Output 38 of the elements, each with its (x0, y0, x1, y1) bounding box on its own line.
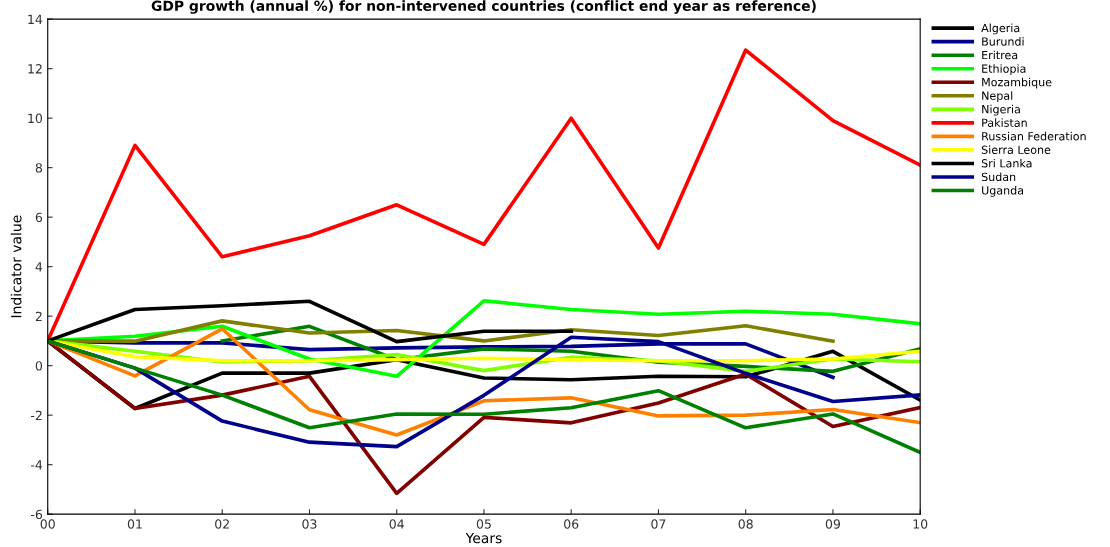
x-tick-label: 07 (651, 519, 666, 529)
y-tick-label: 10 (28, 113, 43, 124)
y-tick-label: 14 (28, 14, 43, 24)
x-tick-label: 03 (302, 519, 317, 529)
legend-label: Burundi (982, 37, 1024, 46)
legend-label: Nepal (982, 91, 1013, 102)
x-tick-label: 09 (825, 519, 841, 529)
y-tick-label: 12 (28, 64, 42, 74)
x-tick-label: 06 (564, 519, 579, 529)
legend-label: Sudan (981, 172, 1016, 182)
legend-label: Ethiopia (982, 64, 1026, 75)
legend-label: Eritrea (982, 50, 1018, 60)
y-axis-title: Indicator value (10, 215, 22, 318)
y-tick-label: 4 (35, 262, 43, 272)
y-tick-label: 6 (35, 212, 43, 223)
x-tick-label: 01 (127, 519, 142, 529)
legend-label: Algeria (981, 23, 1020, 35)
y-tick-label: -4 (31, 460, 43, 470)
x-tick-label: 04 (389, 519, 404, 529)
x-tick-label: 00 (40, 519, 55, 529)
legend-label: Sierra Leone (981, 145, 1051, 154)
y-tick-label: 2 (35, 311, 42, 321)
y-tick-label: 0 (35, 361, 43, 371)
y-tick-label: -6 (31, 509, 43, 520)
x-axis-title: Years (465, 532, 502, 544)
legend-label: Mozambique (982, 77, 1052, 89)
x-tick-label: 10 (913, 519, 928, 529)
x-tick-label: 08 (738, 519, 753, 529)
chart-title: GDP growth (annual %) for non-intervened countries (conflict end year as reference) (151, 0, 816, 14)
y-tick-label: 8 (35, 163, 43, 173)
legend-label: Nigeria (982, 104, 1020, 116)
legend-label: Russian Federation (982, 131, 1086, 141)
legend-label: Sri Lanka (981, 158, 1032, 168)
y-tick-label: -2 (31, 410, 42, 420)
legend-label: Uganda (982, 185, 1024, 197)
x-tick-label: 05 (476, 519, 491, 529)
x-tick-label: 02 (215, 519, 229, 529)
legend-label: Pakistan (982, 118, 1027, 127)
